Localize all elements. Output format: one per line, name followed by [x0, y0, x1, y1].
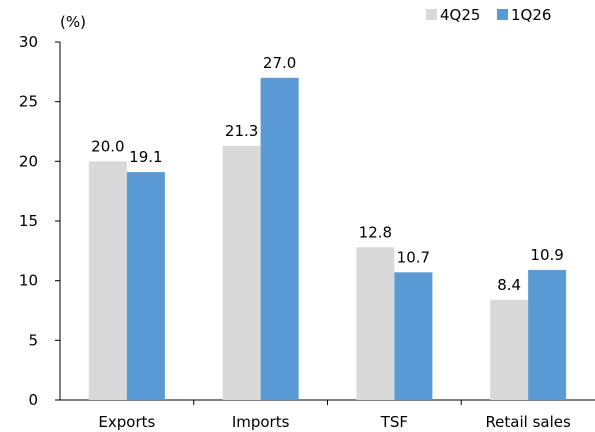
legend-label: 4Q25 [440, 6, 480, 24]
y-tick-label: 10 [19, 272, 38, 290]
y-tick-label: 20 [19, 152, 38, 170]
data-labels: 20.0 21.3 12.8 8.4 19.1 27.0 10.7 10.9 [91, 54, 564, 294]
y-tick-label: 15 [19, 212, 38, 230]
data-label: 19.1 [129, 148, 162, 166]
y-tick-label: 30 [19, 33, 38, 51]
legend-swatch-1q26 [497, 9, 508, 20]
y-unit-label: (%) [60, 13, 86, 31]
bar-1q26-imports [260, 77, 299, 401]
legend-swatch-4q25 [426, 9, 437, 20]
bar-4q25-exports [88, 161, 127, 400]
bar-1q26-exports [126, 172, 165, 400]
x-category-label: Exports [98, 413, 155, 431]
y-tick-label: 5 [28, 331, 38, 349]
bars [88, 77, 567, 401]
y-tick-label: 0 [28, 391, 38, 409]
legend: 4Q25 1Q26 [426, 6, 551, 24]
y-axis: 0 5 10 15 20 25 30 [19, 33, 61, 409]
x-category-label: TSF [380, 413, 408, 431]
x-axis: Exports Imports TSF Retail sales [60, 399, 595, 431]
y-tick-label: 25 [19, 93, 38, 111]
data-label: 20.0 [91, 137, 124, 155]
legend-label: 1Q26 [511, 6, 551, 24]
x-category-label: Imports [232, 413, 290, 431]
data-label: 21.3 [225, 122, 258, 140]
bar-1q26-retail-sales [528, 269, 567, 400]
data-label: 12.8 [359, 223, 392, 241]
bar-4q25-tsf [356, 247, 395, 400]
data-label: 10.7 [397, 248, 430, 266]
data-label: 8.4 [497, 276, 521, 294]
data-label: 27.0 [263, 54, 296, 72]
bar-4q25-retail-sales [490, 299, 529, 400]
data-label: 10.9 [530, 246, 563, 264]
x-category-label: Retail sales [485, 413, 571, 431]
bar-1q26-tsf [394, 272, 433, 400]
bar-4q25-imports [222, 145, 261, 400]
